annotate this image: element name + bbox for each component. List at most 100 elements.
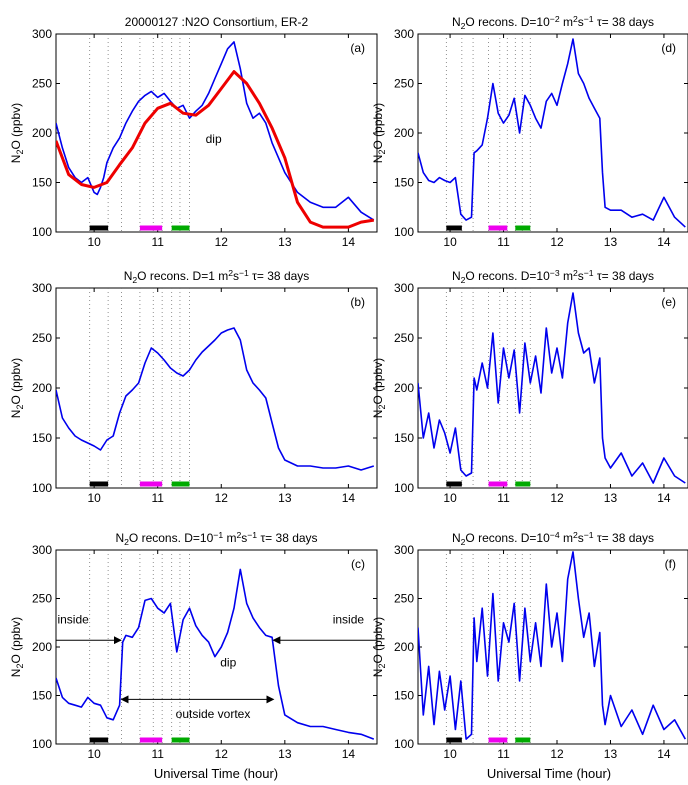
y-tick-label: 300: [32, 543, 52, 557]
x-tick-label: 12: [550, 235, 564, 249]
x-tick-label: 11: [497, 491, 510, 505]
annotation: dip: [220, 655, 236, 669]
panel-label: (e): [661, 295, 676, 309]
x-tick-label: 13: [604, 491, 618, 505]
panel-e: 10 11 12 13 14 100 150 200 250 300 N2O (ppbv) N2O r…: [371, 268, 688, 505]
series-line-reconstructed: [418, 38, 686, 228]
x-tick-label: 10: [443, 235, 457, 249]
panel-title: N2O recons. D=10−2 m2s−1 τ= 38 days: [452, 14, 654, 31]
x-tick-label: 10: [443, 747, 457, 761]
y-tick-label: 300: [394, 27, 414, 41]
annotation: outside vortex: [176, 707, 251, 721]
y-tick-label: 150: [394, 689, 414, 703]
x-tick-label: 10: [87, 747, 101, 761]
panel-c: 10 11 12 13 14 100 150 200 250 300 N2O (ppbv) N2O r…: [9, 530, 378, 761]
panel-label: (d): [661, 41, 676, 55]
y-tick-label: 300: [32, 27, 52, 41]
x-tick-label: 14: [657, 491, 671, 505]
x-tick-label: 13: [278, 235, 292, 249]
annotation: inside: [333, 613, 365, 627]
y-tick-label: 150: [394, 431, 414, 445]
y-tick-label: 200: [32, 640, 52, 654]
x-axis-label-left: Universal Time (hour): [154, 766, 278, 781]
panel-a: 10 11 12 13 14 100 150 200 250 300 N2O (ppbv) 20000…: [9, 15, 378, 249]
y-axis-label: N2O (ppbv): [9, 617, 25, 677]
x-tick-label: 13: [604, 747, 618, 761]
panel-label: (b): [350, 295, 365, 309]
series-group: [56, 41, 375, 229]
series-line-reconstructed: [56, 568, 375, 740]
x-tick-label: 14: [342, 491, 356, 505]
y-tick-label: 250: [394, 592, 414, 606]
x-tick-label: 12: [550, 747, 564, 761]
x-tick-label: 11: [497, 235, 510, 249]
y-tick-label: 300: [32, 281, 52, 295]
y-tick-label: 200: [32, 381, 52, 395]
axes-box: [417, 549, 688, 745]
x-tick-label: 14: [657, 747, 671, 761]
panel-f: 10 11 12 13 14 100 150 200 250 300 N2O (ppbv) N2O r…: [371, 530, 688, 761]
series-line-reconstructed: [56, 327, 375, 471]
x-tick-label: 11: [151, 235, 164, 249]
x-tick-label: 13: [278, 747, 292, 761]
y-tick-label: 200: [394, 126, 414, 140]
y-axis-label: N2O (ppbv): [371, 617, 387, 677]
x-axis-label-right: Universal Time (hour): [487, 766, 611, 781]
x-tick-label: 10: [443, 491, 457, 505]
y-tick-label: 250: [32, 592, 52, 606]
axes-box: [55, 287, 378, 489]
series-line-reconstructed: [418, 551, 686, 740]
panel-d: 10 11 12 13 14 100 150 200 250 300 N2O (ppbv) N2O r…: [371, 14, 688, 249]
x-tick-label: 13: [604, 235, 618, 249]
y-tick-label: 200: [32, 126, 52, 140]
panel-label: (c): [351, 557, 365, 571]
series-line-observed: [56, 41, 375, 221]
y-tick-label: 100: [394, 481, 414, 495]
y-tick-label: 250: [394, 331, 414, 345]
y-tick-label: 250: [394, 77, 414, 91]
y-tick-label: 150: [32, 689, 52, 703]
y-tick-label: 100: [32, 737, 52, 751]
x-tick-label: 12: [215, 491, 229, 505]
y-tick-label: 150: [32, 176, 52, 190]
y-tick-label: 150: [394, 176, 414, 190]
y-axis-label: N2O (ppbv): [9, 103, 25, 163]
y-tick-label: 200: [394, 640, 414, 654]
y-axis-label: N2O (ppbv): [371, 358, 387, 418]
panel-title: N2O recons. D=10−4 m2s−1 τ= 38 days: [452, 530, 654, 547]
x-tick-label: 14: [342, 235, 356, 249]
panel-label: (f): [665, 557, 676, 571]
panel-title: 20000127 :N2O Consortium, ER-2: [125, 15, 309, 29]
y-axis-label: N2O (ppbv): [371, 103, 387, 163]
y-tick-label: 100: [394, 737, 414, 751]
series-line-smoothed: [56, 70, 375, 229]
y-tick-label: 100: [394, 225, 414, 239]
y-tick-label: 250: [32, 77, 52, 91]
y-tick-label: 150: [32, 431, 52, 445]
x-tick-label: 10: [87, 491, 101, 505]
x-tick-label: 12: [215, 747, 229, 761]
y-axis-label: N2O (ppbv): [9, 358, 25, 418]
series-group: [56, 327, 375, 471]
x-tick-label: 13: [278, 491, 292, 505]
panel-title: N2O recons. D=1 m2s−1 τ= 38 days: [124, 268, 310, 285]
y-tick-label: 250: [32, 331, 52, 345]
x-tick-label: 12: [550, 491, 564, 505]
series-group: [56, 568, 375, 740]
x-tick-label: 14: [657, 235, 671, 249]
y-tick-label: 300: [394, 281, 414, 295]
panel-b: 10 11 12 13 14 100 150 200 250 300 N2O (ppbv) N2O r…: [9, 268, 378, 505]
series-line-reconstructed: [418, 292, 686, 484]
series-group: [418, 551, 686, 740]
x-tick-label: 12: [215, 235, 229, 249]
x-tick-label: 10: [87, 235, 101, 249]
panel-title: N2O recons. D=10−3 m2s−1 τ= 38 days: [452, 268, 654, 285]
series-group: [418, 292, 686, 484]
y-tick-label: 100: [32, 225, 52, 239]
panel-label: (a): [350, 41, 365, 55]
x-tick-label: 11: [151, 747, 164, 761]
y-tick-label: 100: [32, 481, 52, 495]
annotation: dip: [206, 132, 222, 146]
y-tick-label: 200: [394, 381, 414, 395]
